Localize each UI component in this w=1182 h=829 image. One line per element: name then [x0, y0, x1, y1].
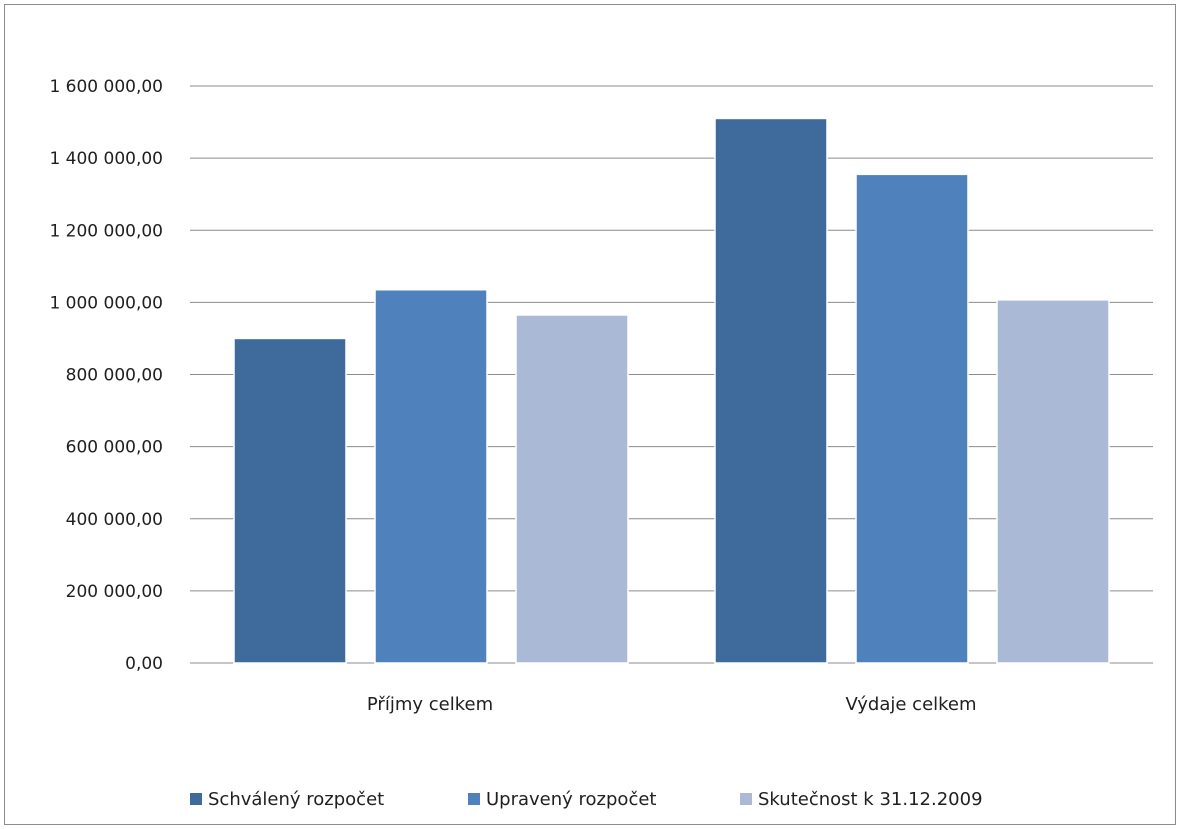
y-tick-label: 800 000,00	[66, 366, 163, 386]
bar	[855, 173, 969, 664]
legend-swatch	[190, 793, 202, 805]
y-tick-label: 600 000,00	[66, 438, 163, 458]
legend-label: Upravený rozpočet	[486, 789, 656, 810]
y-tick-label: 1 600 000,00	[49, 77, 163, 97]
y-tick-label: 1 200 000,00	[49, 221, 163, 241]
y-tick-label: 0,00	[125, 654, 163, 674]
bar	[996, 299, 1110, 664]
y-tick-label: 200 000,00	[66, 582, 163, 602]
legend-label: Schválený rozpočet	[208, 789, 384, 810]
y-tick-label: 1 000 000,00	[49, 293, 163, 313]
legend-label: Skutečnost k 31.12.2009	[758, 789, 983, 810]
bars	[233, 117, 1110, 664]
bar	[374, 289, 488, 664]
x-category-label: Příjmy celkem	[367, 694, 493, 715]
bar	[233, 337, 347, 664]
legend-swatch	[740, 793, 752, 805]
legend: Schválený rozpočet Upravený rozpočet Skute…	[190, 789, 983, 810]
y-axis-tick-labels: 0,00 200 000,00 400 000,00 600 000,00 800 00…	[49, 77, 163, 674]
bar	[714, 117, 828, 664]
bar	[515, 314, 629, 664]
y-tick-label: 400 000,00	[66, 510, 163, 530]
legend-swatch	[468, 793, 480, 805]
x-axis-category-labels: Příjmy celkem Výdaje celkem	[367, 694, 977, 715]
x-category-label: Výdaje celkem	[845, 694, 976, 715]
gridlines	[190, 85, 1153, 664]
y-tick-label: 1 400 000,00	[49, 149, 163, 169]
